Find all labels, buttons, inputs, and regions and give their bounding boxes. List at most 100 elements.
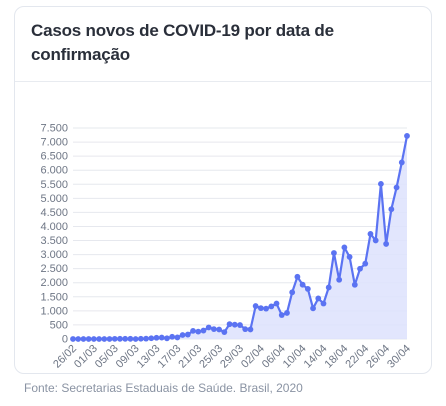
y-tick-label: 2.000	[40, 277, 68, 289]
data-points	[70, 133, 410, 342]
x-tick-label: 26/04	[364, 343, 392, 371]
gridlines	[73, 127, 407, 340]
data-point	[195, 328, 202, 335]
data-point	[221, 329, 228, 336]
x-tick-label: 14/04	[302, 343, 330, 371]
data-point	[80, 336, 87, 342]
data-point	[383, 241, 390, 247]
data-point	[111, 335, 118, 342]
data-point	[398, 159, 405, 166]
x-tick-label: 29/03	[218, 343, 246, 371]
y-tick-label: 6.500	[40, 151, 68, 163]
data-point	[75, 336, 82, 342]
y-tick-label: 4.000	[40, 221, 68, 233]
source-note: Fonte: Secretarias Estaduais de Saúde. B…	[24, 381, 303, 395]
data-point	[127, 335, 134, 342]
data-point	[372, 237, 379, 244]
data-point	[268, 303, 275, 310]
data-point	[357, 265, 363, 272]
data-point	[179, 332, 186, 338]
y-tick-label: 0	[62, 334, 68, 346]
data-point	[278, 312, 285, 318]
data-point	[351, 281, 358, 288]
y-tick-label: 5.500	[40, 179, 68, 191]
data-point	[153, 334, 160, 341]
data-point	[388, 206, 395, 213]
x-tick-label: 26/02	[51, 343, 79, 371]
data-point	[122, 335, 129, 342]
data-point	[263, 305, 269, 312]
x-tick-label: 01/03	[72, 343, 100, 371]
y-tick-label: 6.000	[40, 165, 68, 177]
y-tick-label: 1.500	[40, 291, 68, 303]
data-point	[304, 285, 311, 292]
data-point	[137, 335, 144, 342]
data-point	[164, 335, 170, 342]
chart-title: Casos novos de COVID-19 por data de conf…	[31, 21, 334, 64]
data-point	[404, 133, 410, 139]
y-tick-label: 7.500	[40, 123, 68, 135]
x-tick-label: 22/04	[343, 343, 371, 371]
data-point	[341, 244, 348, 251]
y-tick-label: 3.000	[40, 249, 68, 261]
x-axis: 26/0201/0305/0309/0313/0317/0321/0325/03…	[51, 343, 413, 371]
data-point	[96, 336, 102, 342]
x-tick-label: 30/04	[385, 343, 413, 371]
x-tick-label: 10/04	[281, 343, 309, 371]
area-fill	[73, 135, 407, 339]
data-point	[320, 300, 327, 307]
card-header: Casos novos de COVID-19 por data de conf…	[15, 7, 431, 82]
data-point	[273, 300, 280, 307]
x-tick-label: 21/03	[176, 343, 204, 371]
y-tick-label: 3.500	[40, 235, 68, 247]
data-point	[158, 334, 165, 341]
chart-card: Casos novos de COVID-19 por data de conf…	[14, 6, 432, 374]
data-point	[169, 333, 176, 340]
x-tick-label: 09/03	[114, 343, 142, 371]
data-point	[299, 281, 306, 288]
y-tick-label: 4.500	[40, 207, 68, 219]
data-point	[289, 289, 296, 296]
data-point	[143, 335, 149, 342]
x-tick-label: 18/04	[323, 343, 351, 371]
data-point	[101, 336, 108, 342]
data-point	[237, 322, 243, 328]
data-point	[184, 331, 191, 338]
data-point	[90, 336, 97, 342]
data-point	[393, 184, 400, 191]
data-point	[231, 321, 238, 328]
y-tick-label: 1.000	[40, 305, 68, 317]
area-chart: 0 500 1.000 1.500 2.000 2.500 3.000 3.500 4.000 4…	[40, 123, 413, 371]
data-point	[257, 305, 264, 312]
data-point	[252, 303, 259, 309]
data-point	[174, 334, 181, 341]
y-tick-label: 500	[50, 319, 68, 331]
x-tick-label: 17/03	[156, 343, 184, 371]
data-point	[117, 335, 123, 342]
data-point	[284, 310, 290, 316]
x-tick-label: 25/03	[197, 343, 225, 371]
y-axis: 0 500 1.000 1.500 2.000 2.500 3.000 3.500 4.000 4…	[40, 123, 68, 346]
data-point	[190, 327, 196, 334]
data-point	[106, 336, 113, 342]
data-point	[336, 276, 343, 283]
y-tick-label: 7.000	[40, 137, 68, 149]
x-tick-label: 06/04	[260, 343, 288, 371]
data-point	[310, 305, 316, 312]
data-point	[247, 326, 254, 333]
data-point	[148, 335, 155, 342]
data-point	[294, 273, 301, 280]
data-point	[132, 336, 139, 342]
y-tick-label: 2.500	[40, 263, 68, 275]
data-point	[242, 326, 249, 333]
x-tick-label: 05/03	[93, 343, 121, 371]
data-point	[325, 284, 332, 291]
chart-area: 0 500 1.000 1.500 2.000 2.500 3.000 3.500 4.000 4…	[15, 83, 431, 373]
data-point	[367, 231, 374, 237]
data-point	[200, 327, 207, 334]
data-point	[226, 321, 233, 328]
data-point	[378, 180, 384, 187]
data-point	[362, 260, 369, 267]
data-point	[205, 324, 212, 331]
data-point	[315, 295, 322, 302]
